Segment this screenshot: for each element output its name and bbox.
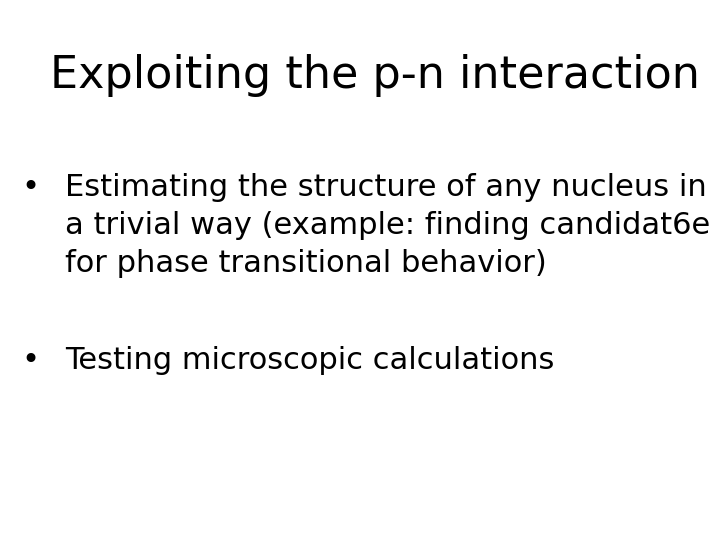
Text: •: •	[21, 346, 40, 375]
Text: Testing microscopic calculations: Testing microscopic calculations	[65, 346, 554, 375]
Text: Exploiting the p-n interaction: Exploiting the p-n interaction	[50, 54, 701, 97]
Text: Estimating the structure of any nucleus in
a trivial way (example: finding candi: Estimating the structure of any nucleus …	[65, 173, 710, 278]
Text: •: •	[21, 173, 40, 202]
